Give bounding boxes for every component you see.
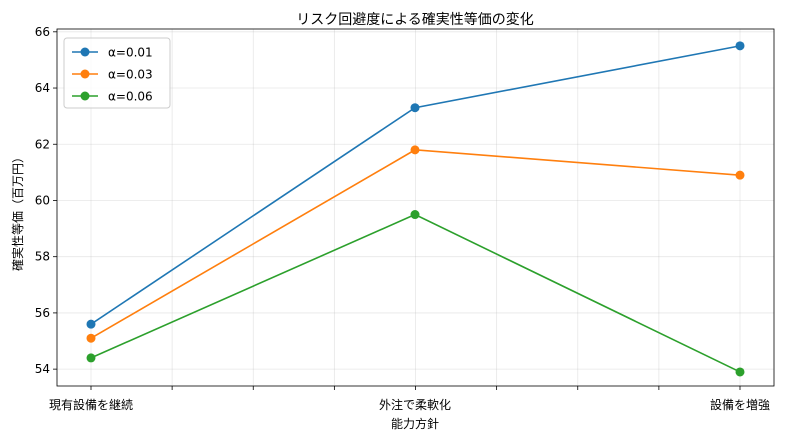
- legend-label: α=0.03: [108, 68, 153, 82]
- axes: 現有設備を継続 外注で柔軟化 設備を増強 54 56 58 60 62 64 66: [35, 25, 770, 412]
- data-point: [86, 333, 96, 343]
- y-tick-label: 58: [35, 250, 50, 264]
- legend: α=0.01 α=0.03 α=0.06: [63, 37, 171, 109]
- legend-swatch-marker: [80, 69, 90, 79]
- grid: [57, 29, 774, 386]
- data-point: [410, 210, 420, 220]
- y-tick-label: 66: [35, 25, 50, 39]
- data-point: [735, 367, 745, 377]
- y-tick-label: 62: [35, 137, 50, 151]
- legend-box: [63, 37, 171, 109]
- y-axis-label: 確実性等価（百万円）: [10, 151, 25, 271]
- legend-label: α=0.01: [108, 46, 153, 60]
- series-layer: [86, 41, 745, 377]
- legend-label: α=0.06: [108, 90, 153, 104]
- data-point: [410, 145, 420, 155]
- data-point: [86, 319, 96, 329]
- chart-title: リスク回避度による確実性等価の変化: [296, 11, 534, 28]
- legend-swatch-marker: [80, 91, 90, 101]
- legend-swatch-marker: [80, 47, 90, 57]
- data-point: [735, 170, 745, 180]
- y-tick-label: 54: [35, 362, 50, 376]
- data-point: [86, 353, 96, 363]
- x-tick-label: 設備を増強: [710, 397, 770, 412]
- y-tick-label: 56: [35, 306, 50, 320]
- y-tick-label: 60: [35, 193, 50, 207]
- x-tick-label: 外注で柔軟化: [379, 397, 451, 412]
- y-tick-label: 64: [35, 81, 50, 95]
- data-point: [735, 41, 745, 51]
- x-tick-label: 現有設備を継続: [49, 397, 133, 412]
- x-axis-label: 能力方針: [391, 416, 439, 431]
- data-point: [410, 103, 420, 113]
